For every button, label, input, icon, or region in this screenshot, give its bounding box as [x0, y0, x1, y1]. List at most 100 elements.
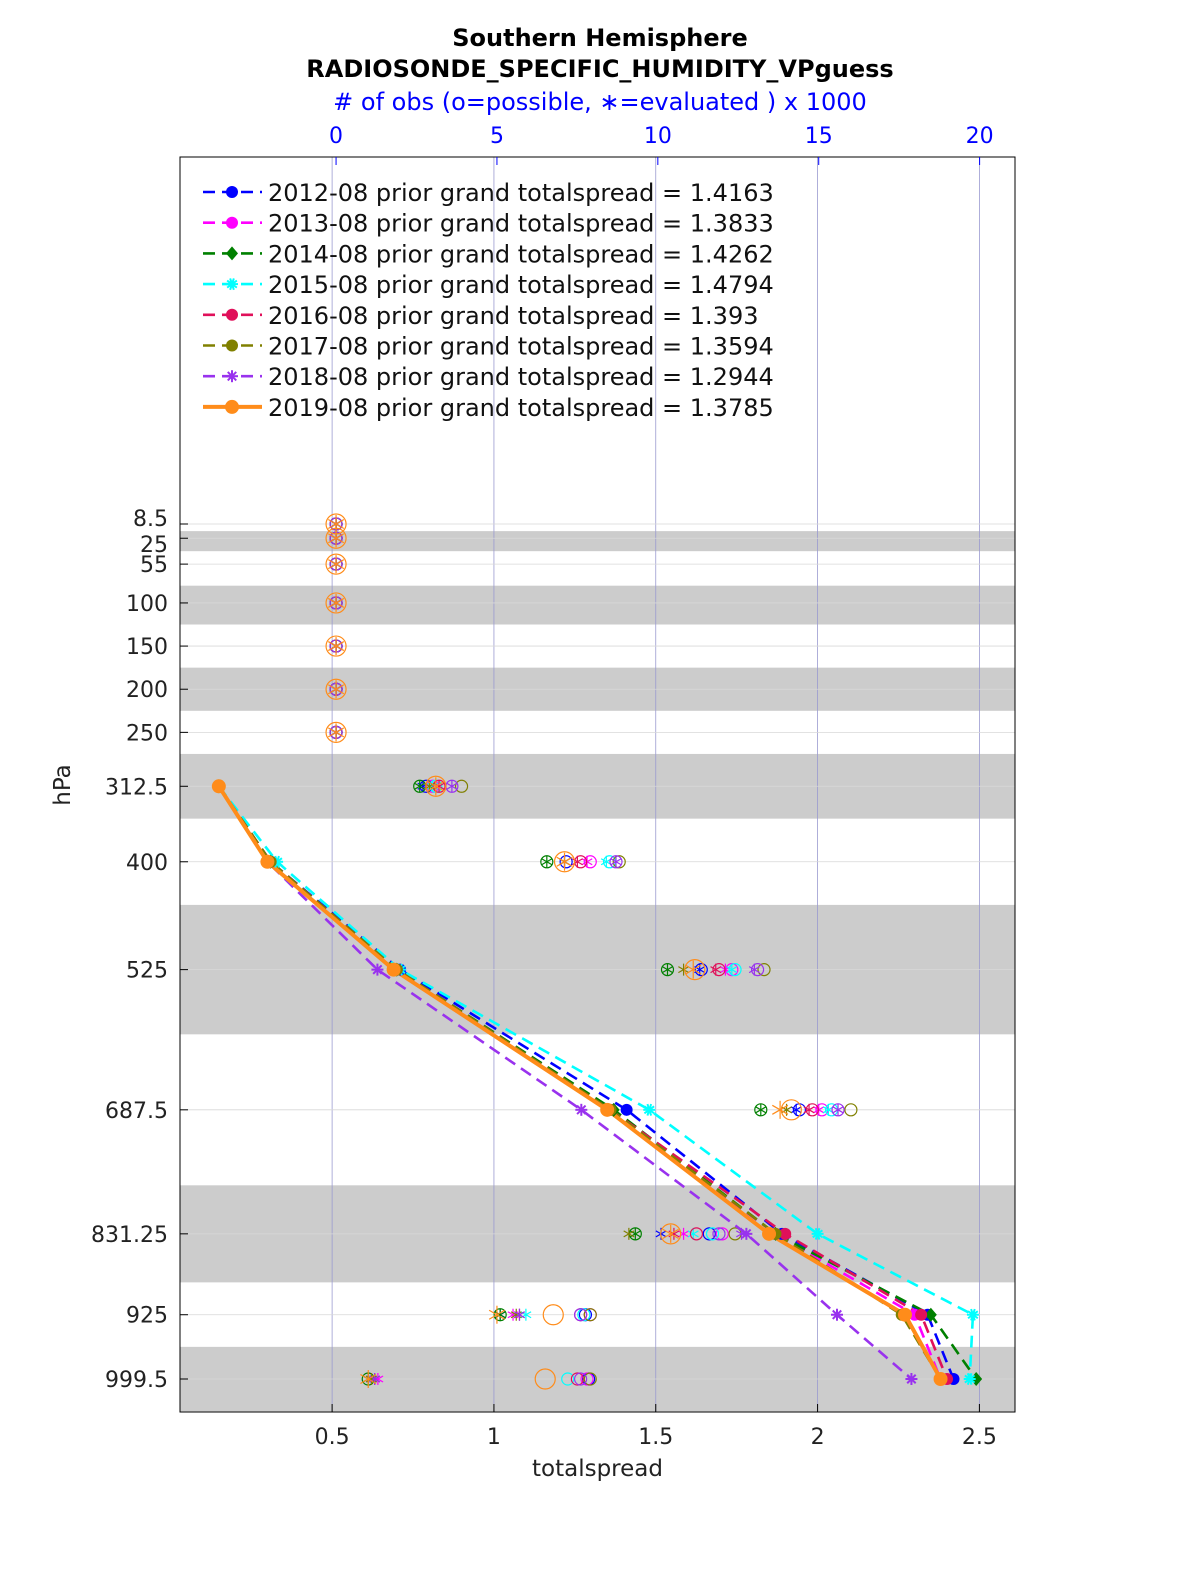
top-tick-label: 5: [490, 124, 504, 149]
series-line-7: [217, 785, 943, 1380]
series-point-2: [924, 1307, 937, 1322]
series-point-3: [811, 1227, 824, 1240]
obs-possible-marker: [660, 1223, 682, 1245]
obs-evaluated-marker: [610, 855, 622, 868]
x-tick-label: 0.5: [315, 1425, 350, 1450]
series-line-1: [217, 785, 942, 1380]
series-line-5: [217, 785, 942, 1380]
obs-evaluated-marker: [446, 780, 458, 793]
series-point-4: [779, 1227, 792, 1240]
legend-entry: 2012-08 prior grand totalspread = 1.4163: [268, 179, 774, 207]
legend-marker-1: [226, 216, 238, 229]
series-point-7: [600, 1102, 615, 1117]
obs-possible-marker: [689, 1227, 704, 1241]
obs-possible-marker: [574, 1372, 588, 1386]
legend-marker-2: [226, 246, 238, 261]
legend-entry: 2016-08 prior grand totalspread = 1.393: [268, 302, 758, 330]
series-point-7: [386, 962, 401, 977]
legend-entry: 2014-08 prior grand totalspread = 1.4262: [268, 240, 774, 268]
obs-possible-marker: [844, 1103, 858, 1117]
top-tick-label: 10: [644, 124, 672, 149]
y-tick-label: 687.5: [105, 1099, 168, 1124]
legend-entry: 2015-08 prior grand totalspread = 1.4794: [268, 271, 774, 299]
obs-evaluated-marker: [327, 637, 345, 656]
obs-evaluated-marker: [790, 1103, 802, 1116]
series-point-7: [933, 1372, 948, 1386]
obs-possible-marker: [757, 963, 771, 977]
obs-possible-marker: [715, 1227, 729, 1241]
obs-possible-marker: [325, 592, 347, 614]
grid-lines: [180, 157, 1015, 1412]
plot-frame: [179, 156, 1016, 1413]
obs-possible-marker: [561, 1372, 575, 1386]
obs-evaluated-marker: [427, 777, 444, 796]
x-tick-label: 1: [487, 1425, 501, 1450]
gray-bands: [180, 531, 1015, 1412]
obs-evaluated-marker: [327, 555, 345, 574]
obs-possible-marker: [570, 1372, 584, 1386]
obs-possible-marker: [534, 1368, 556, 1390]
series-point-7: [897, 1307, 912, 1322]
obs-possible-marker: [780, 1099, 802, 1121]
obs-possible-marker: [542, 1304, 564, 1326]
obs-possible-marker: [580, 1372, 594, 1386]
x-axis-label: totalspread: [532, 1456, 663, 1482]
obs-possible-marker: [325, 721, 347, 743]
legend-marker-4: [226, 308, 238, 321]
obs-evaluated-marker: [360, 1370, 377, 1388]
series-line-0: [217, 785, 955, 1380]
obs-possible-marker: [559, 855, 573, 869]
series-point-0: [620, 1103, 633, 1116]
obs-possible-marker: [454, 779, 469, 793]
y-axis-label: hPa: [50, 764, 76, 806]
obs-possible-marker: [612, 855, 626, 869]
y-tick-label: 100: [126, 592, 168, 617]
obs-evaluated-marker: [748, 963, 760, 976]
legend-marker-5: [226, 339, 238, 352]
top-tick-label: 0: [329, 124, 343, 149]
obs-possible-marker: [583, 1372, 597, 1386]
obs-possible-marker: [705, 1227, 720, 1241]
obs-possible-marker: [805, 1103, 819, 1117]
legend-entry: 2018-08 prior grand totalspread = 1.2944: [268, 363, 774, 391]
obs-evaluated-marker: [685, 960, 702, 979]
obs-evaluated-marker: [414, 780, 426, 793]
gray-band-0: [180, 531, 1015, 552]
legend-entry: 2013-08 prior grand totalspread = 1.3833: [268, 210, 774, 238]
y-tick-label: 55: [140, 553, 168, 578]
obs-evaluated-marker: [327, 529, 345, 548]
obs-evaluated-marker: [661, 963, 673, 976]
obs-possible-marker: [728, 963, 742, 977]
x-tick-label: 1.5: [638, 1425, 673, 1450]
legend-marker-3: [226, 278, 238, 291]
series-point-6: [740, 1227, 753, 1240]
obs-evaluated-marker: [832, 1103, 844, 1116]
y-tick-label: 8.5: [133, 507, 168, 532]
obs-evaluated-marker: [556, 852, 573, 871]
series-point-7: [260, 854, 275, 869]
series-point-6: [830, 1308, 843, 1321]
x-tick-label: 2.5: [962, 1425, 997, 1450]
gray-band-1: [180, 585, 1015, 625]
series-point-7: [211, 779, 226, 794]
y-tick-label: 525: [126, 959, 168, 984]
top-tick-label: 15: [805, 124, 833, 149]
series-point-6: [575, 1103, 588, 1116]
y-tick-label: 25: [140, 533, 168, 558]
obs-evaluated-marker: [327, 680, 345, 699]
y-tick-label: 312.5: [105, 775, 168, 800]
legend: 2012-08 prior grand totalspread = 1.4163…: [203, 179, 774, 422]
x-tick-label: 2: [811, 1425, 825, 1450]
obs-evaluated-marker: [623, 1227, 635, 1240]
obs-possible-marker: [694, 963, 708, 977]
y-tick-label: 999.5: [105, 1368, 168, 1393]
series-point-7: [762, 1226, 777, 1241]
obs-evaluated-marker: [662, 1224, 679, 1243]
series-point-3: [966, 1308, 979, 1321]
obs-possible-marker: [583, 855, 597, 869]
series-point-3: [963, 1372, 976, 1386]
obs-possible-marker: [583, 1308, 597, 1322]
obs-evaluated-marker: [710, 963, 722, 976]
